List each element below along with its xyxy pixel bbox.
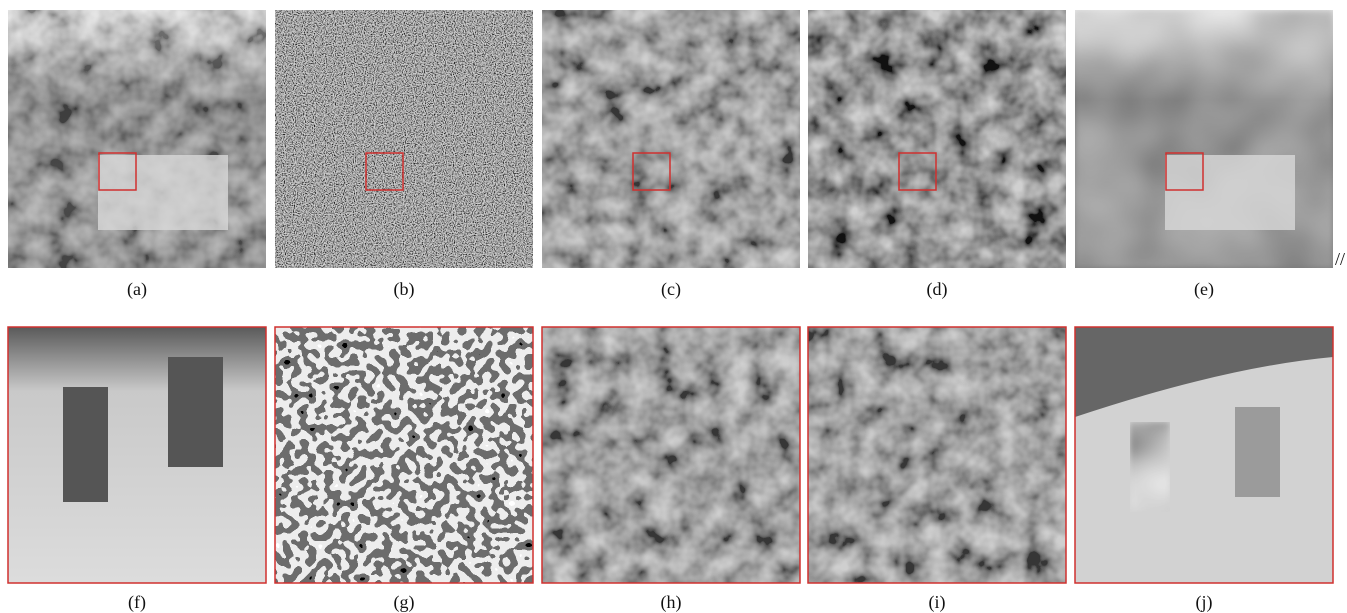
house <box>98 155 228 230</box>
image-base <box>8 327 266 583</box>
image-texture <box>275 327 533 583</box>
mark: // <box>1335 249 1345 269</box>
caption: (a) <box>127 279 147 300</box>
image-texture <box>275 10 533 268</box>
top-image <box>275 10 533 268</box>
window <box>63 387 108 502</box>
image-texture <box>542 327 800 583</box>
caption: (c) <box>661 279 681 300</box>
window-blur <box>1130 422 1170 512</box>
zoom-image <box>808 327 1066 583</box>
caption: (b) <box>394 279 415 300</box>
figure: (a) (f) (b) (g) (c) (h) (d) (i) (e) (j) // <box>0 0 1347 613</box>
caption: (e) <box>1194 279 1214 300</box>
top-image <box>808 10 1066 268</box>
house <box>1165 155 1295 230</box>
top-image <box>8 10 266 268</box>
image-texture <box>808 327 1066 583</box>
zoom-image <box>8 327 266 583</box>
caption: (j) <box>1196 592 1213 613</box>
caption: (d) <box>927 279 948 300</box>
caption: (h) <box>661 592 682 613</box>
image-texture <box>542 10 800 268</box>
top-image <box>1075 10 1333 268</box>
window-blur <box>1235 407 1280 497</box>
caption: (g) <box>394 592 415 613</box>
caption: (f) <box>128 592 146 613</box>
zoom-image <box>1075 327 1333 583</box>
window <box>168 357 223 467</box>
zoom-image <box>542 327 800 583</box>
caption: (i) <box>929 592 946 613</box>
image-texture <box>808 10 1066 268</box>
zoom-image <box>275 327 533 583</box>
top-image <box>542 10 800 268</box>
